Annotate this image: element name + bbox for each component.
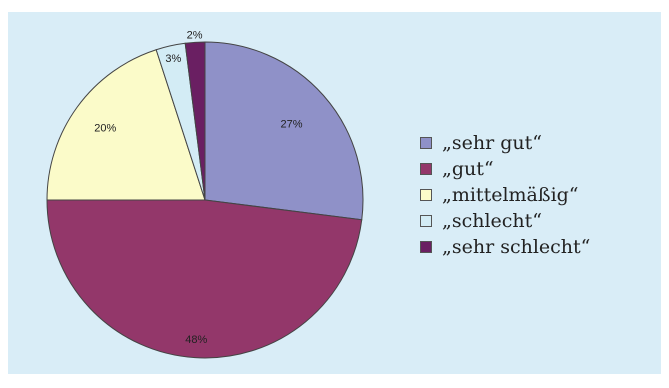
slice-sehr-gut (204, 41, 364, 221)
legend-label: „mittelmäßig“ (442, 184, 579, 206)
legend-swatch (420, 241, 432, 253)
legend-swatch (420, 215, 432, 227)
legend-swatch (420, 137, 432, 149)
slice-value-label: 2% (187, 29, 203, 41)
legend-swatch (420, 189, 432, 201)
pie-chart: 27% 48% 20% 3% 2% (46, 29, 364, 359)
slice-sehr-schlecht (184, 41, 206, 201)
legend: „sehr gut“ „gut“ „mittelmäßig“ „schlecht… (420, 130, 590, 260)
slice-gut (46, 199, 363, 359)
slice-value-label: 20% (94, 123, 116, 135)
legend-swatch (420, 163, 432, 175)
legend-label: „schlecht“ (442, 210, 543, 232)
slice-value-label: 3% (165, 53, 181, 65)
legend-item-schlecht: „schlecht“ (420, 208, 590, 234)
chart-panel: 27% 48% 20% 3% 2% „sehr gut“ „gut“ „mittelmä… (8, 12, 661, 374)
slice-value-label: 27% (280, 119, 302, 131)
slice-value-label: 48% (185, 334, 207, 346)
slice-mittelmaessig (46, 49, 206, 201)
legend-label: „sehr schlecht“ (442, 236, 591, 258)
legend-item-mittelmaessig: „mittelmäßig“ (420, 182, 590, 208)
legend-item-sehr-schlecht: „sehr schlecht“ (420, 234, 590, 260)
legend-item-gut: „gut“ (420, 156, 590, 182)
legend-label: „gut“ (442, 158, 494, 180)
legend-item-sehr-gut: „sehr gut“ (420, 130, 590, 156)
legend-label: „sehr gut“ (442, 132, 542, 154)
